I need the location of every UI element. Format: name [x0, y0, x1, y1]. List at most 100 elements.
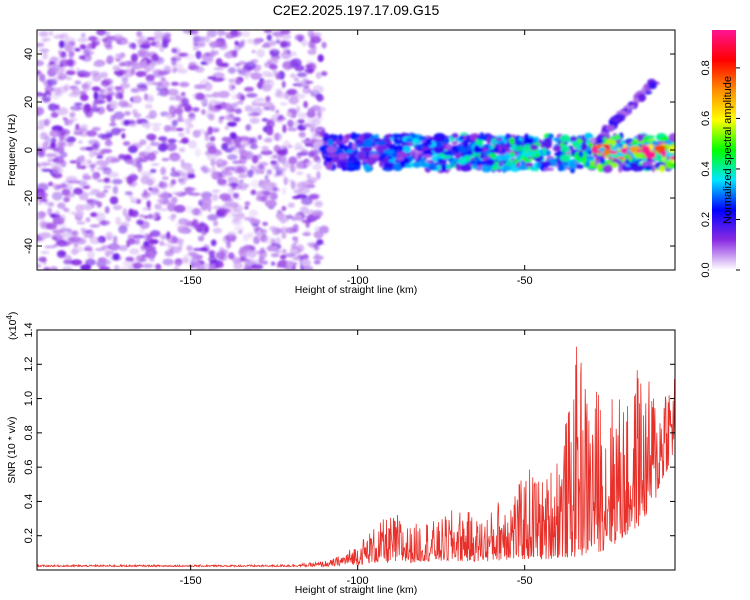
heatmap-cell [498, 162, 504, 167]
heatmap-cell [269, 104, 276, 112]
heatmap-cell [615, 134, 620, 140]
heatmap-cell [263, 187, 269, 197]
heatmap-cell [216, 210, 225, 218]
heatmap-cell [172, 191, 182, 195]
heatmap-cell [91, 126, 101, 132]
heatmap-cell [245, 124, 252, 131]
heatmap-cell [104, 139, 113, 147]
heatmap-cell [68, 50, 75, 58]
heatmap-cell [84, 233, 90, 238]
heatmap-cell [244, 206, 249, 210]
heatmap-cell [160, 166, 167, 176]
heatmap-cell [75, 123, 80, 130]
heatmap-cell [313, 243, 320, 251]
heatmap-cell [420, 156, 425, 166]
heatmap-cell [161, 41, 169, 49]
heatmap-cell [209, 136, 216, 142]
heatmap-cell [240, 182, 245, 187]
heatmap-cell [281, 205, 287, 212]
heatmap-cell [81, 32, 86, 39]
heatmap-cell [151, 163, 160, 166]
heatmap-cell [194, 66, 205, 73]
heatmap-cell [296, 105, 301, 114]
heatmap-cell [181, 137, 190, 144]
heatmap-cell [282, 124, 287, 134]
heatmap-cell [37, 263, 42, 269]
heatmap-cell [298, 131, 306, 138]
heatmap-cell [413, 144, 425, 149]
heatmap-cell [153, 212, 161, 217]
heatmap-cell [206, 108, 215, 118]
heatmap-cell [141, 60, 147, 69]
heatmap-cell [199, 36, 206, 42]
heatmap-cell [295, 161, 304, 170]
heatmap-cell [308, 40, 316, 49]
heatmap-cell [240, 39, 246, 45]
heatmap-cell [97, 133, 107, 139]
heatmap-cell [213, 220, 219, 227]
heatmap-cell [368, 153, 380, 158]
heatmap-cell [215, 40, 227, 48]
heatmap-cell [406, 142, 414, 146]
heatmap-cell [40, 250, 50, 254]
heatmap-cell [98, 88, 106, 94]
heatmap-cell [141, 171, 153, 177]
heatmap-cell [265, 199, 277, 208]
heatmap-cell [146, 200, 151, 209]
heatmap-cell [251, 49, 256, 54]
heatmap-cell [167, 138, 177, 143]
heatmap-cell [118, 153, 126, 160]
heatmap-cell [106, 171, 119, 178]
heatmap-cell [631, 141, 639, 145]
heatmap-cell [151, 53, 159, 62]
heatmap-cell [274, 87, 284, 94]
heatmap-cell [336, 160, 341, 169]
heatmap-cell [161, 139, 168, 149]
heatmap-cell [486, 136, 492, 145]
heatmap-cell [270, 57, 279, 65]
heatmap-cell [207, 126, 213, 135]
heatmap-cell [454, 152, 462, 159]
heatmap-cell [110, 100, 118, 110]
heatmap-cell [63, 133, 70, 141]
y-tick-label: -20 [23, 190, 35, 206]
heatmap-cell [260, 181, 271, 190]
heatmap-cell [76, 221, 86, 225]
heatmap-cell [169, 246, 182, 254]
heatmap-cell [227, 121, 237, 127]
heatmap-cell [217, 178, 227, 186]
heatmap-cell [178, 218, 189, 225]
heatmap-cell [481, 164, 492, 173]
heatmap-cell [142, 263, 154, 269]
heatmap-cell [281, 169, 286, 178]
heatmap-cell [212, 227, 223, 234]
heatmap-cell [211, 166, 216, 175]
heatmap-cell [327, 138, 334, 147]
heatmap-cell [121, 221, 129, 226]
heatmap-cell [181, 97, 189, 106]
heatmap-cell [262, 221, 268, 226]
heatmap-cell [118, 245, 128, 252]
heatmap-cell [294, 142, 303, 149]
heatmap-cell [110, 157, 121, 163]
heatmap-cell [502, 165, 512, 172]
heatmap-cell [198, 212, 204, 217]
heatmap-cell [321, 41, 327, 49]
heatmap-cell [633, 164, 645, 172]
heatmap-cell [359, 134, 365, 142]
heatmap-cell [275, 73, 281, 80]
heatmap-cell [301, 39, 308, 47]
heatmap-cell [109, 84, 114, 92]
heatmap-cell [281, 80, 286, 89]
heatmap-cell [95, 191, 106, 199]
heatmap-cell [44, 245, 55, 249]
heatmap-cell [520, 161, 527, 167]
spectrogram-panel: -150 -100 -50 -40 -20 0 20 40 Height of straigh… [6, 29, 676, 296]
heatmap-cell [221, 102, 233, 110]
heatmap-cell [405, 137, 413, 144]
heatmap-cell [257, 134, 262, 140]
heatmap-cell [106, 55, 114, 63]
heatmap-cell [233, 262, 243, 270]
heatmap-cell [460, 164, 473, 172]
heatmap-cell [654, 145, 666, 153]
